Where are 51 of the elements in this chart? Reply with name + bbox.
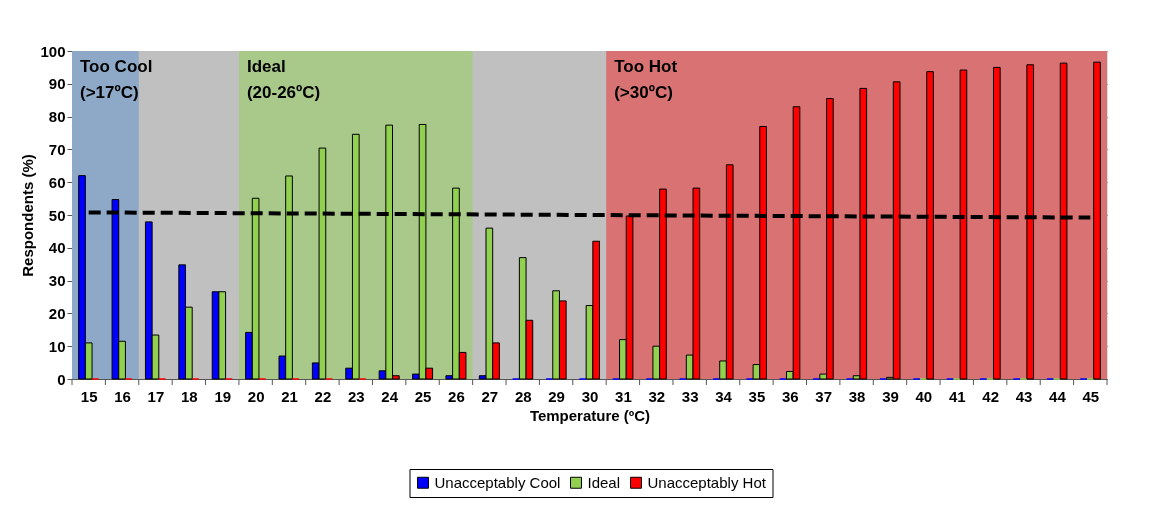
x-tick-label: 22 [314, 387, 332, 405]
x-tick-label: 34 [715, 387, 733, 405]
legend-label: Unacceptably Hot [647, 473, 767, 491]
x-tick-label: 37 [815, 387, 833, 405]
x-tick-label: 29 [548, 387, 565, 405]
x-tick-label: 16 [114, 387, 131, 405]
y-tick-label: 0 [57, 370, 66, 388]
x-tick-label: 43 [1015, 387, 1033, 405]
band-label: Ideal (20-26ºC) [246, 57, 321, 102]
y-tick-label: 100 [40, 42, 66, 60]
bar [1093, 61, 1101, 380]
x-tick-label: 27 [481, 387, 499, 405]
y-tick-label: 30 [48, 272, 66, 290]
x-tick-label: 45 [1082, 387, 1100, 405]
x-tick-label: 36 [781, 387, 799, 405]
y-tick-label: 90 [48, 75, 66, 93]
x-tick-label: 42 [982, 387, 999, 405]
x-tick-label: 30 [581, 387, 599, 405]
x-tick-label: 20 [247, 387, 265, 405]
legend-label: Unacceptably Cool [434, 473, 561, 491]
x-tick-label: 40 [915, 387, 933, 405]
x-tick-label: 17 [147, 387, 165, 405]
y-tick-label: 50 [48, 206, 66, 224]
y-tick-label: 40 [48, 239, 66, 257]
y-tick-label: 20 [48, 304, 66, 322]
y-tick-label: 80 [48, 108, 66, 126]
x-tick-label: 23 [347, 387, 365, 405]
x-tick-label: 41 [948, 387, 966, 405]
x-tick-label: 26 [448, 387, 465, 405]
x-tick-label: 19 [214, 387, 232, 405]
x-tick-label: 15 [80, 387, 98, 405]
x-tick-label: 25 [414, 387, 432, 405]
x-tick-label: 33 [681, 387, 699, 405]
y-tick-label: 70 [48, 140, 66, 158]
x-axis-title: Temperature (ºC) [529, 406, 651, 424]
x-tick-label: 35 [748, 387, 766, 405]
band-label: Too Cool (>17ºC) [80, 57, 153, 102]
x-tick-label: 24 [381, 387, 399, 405]
x-tick-label: 39 [882, 387, 899, 405]
x-tick-label: 38 [848, 387, 866, 405]
x-tick-label: 18 [181, 387, 198, 405]
y-tick-label: 60 [48, 173, 66, 191]
x-tick-label: 28 [514, 387, 532, 405]
y-axis-title: Respondents (%) [19, 154, 37, 277]
legend-label: Ideal [587, 473, 621, 491]
x-tick-label: 44 [1049, 387, 1067, 405]
x-tick-label: 32 [648, 387, 666, 405]
y-tick-label: 10 [48, 337, 66, 355]
x-tick-label: 31 [615, 387, 632, 405]
band-label: Too Hot (>30ºC) [614, 57, 678, 102]
x-tick-label: 21 [281, 387, 298, 405]
